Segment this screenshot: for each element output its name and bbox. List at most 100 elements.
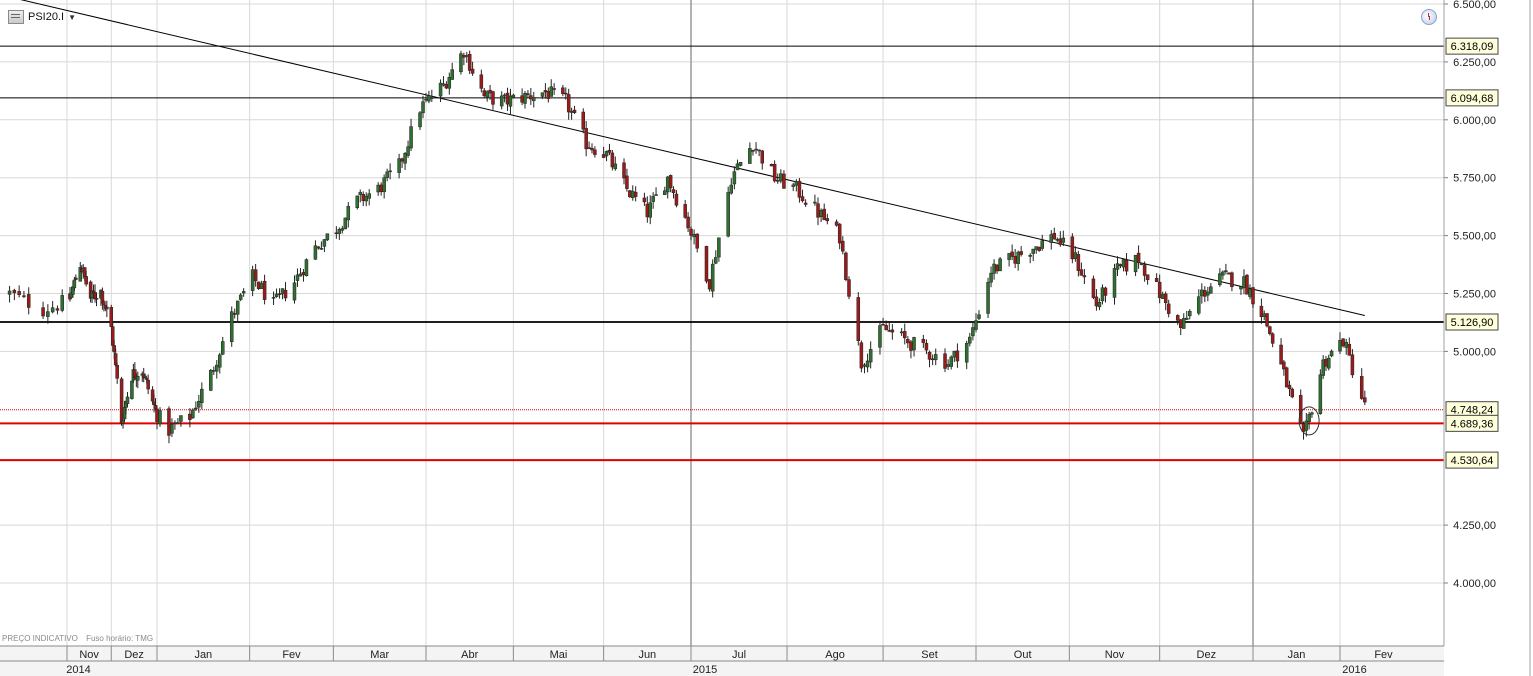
chart-settings-icon[interactable]	[8, 10, 24, 24]
candle	[191, 408, 195, 419]
candle	[732, 166, 737, 190]
month-label: Jun	[638, 649, 656, 661]
candle	[674, 190, 679, 208]
candle	[1321, 355, 1325, 379]
candle	[590, 143, 594, 154]
candle	[1157, 274, 1162, 304]
candle	[229, 306, 234, 347]
candle	[406, 140, 410, 158]
candle	[438, 79, 443, 103]
candle	[22, 290, 26, 299]
candle	[1209, 283, 1213, 294]
candle	[1175, 314, 1180, 325]
candle	[409, 118, 413, 152]
month-label: Fev	[282, 649, 301, 661]
candle	[215, 360, 219, 379]
candle	[523, 90, 527, 109]
candle	[971, 322, 975, 341]
candle	[1307, 411, 1311, 430]
candle	[319, 241, 324, 250]
candle	[1037, 246, 1041, 252]
candle	[584, 121, 588, 157]
candle	[1327, 354, 1331, 371]
candle	[633, 186, 638, 202]
candle	[668, 174, 673, 193]
candle	[113, 349, 118, 367]
candle	[572, 105, 577, 115]
candle	[346, 202, 351, 228]
candle	[430, 89, 434, 102]
candle	[683, 199, 687, 219]
candle	[179, 415, 183, 427]
candle	[1166, 299, 1171, 318]
candle	[1082, 268, 1087, 284]
candle	[989, 266, 993, 288]
month-label: Mar	[370, 649, 389, 661]
candle	[1070, 233, 1075, 264]
candle	[197, 394, 201, 413]
candle	[511, 93, 516, 99]
candle	[1142, 261, 1147, 282]
candle	[607, 143, 612, 156]
candle	[561, 84, 565, 97]
clock-icon[interactable]	[1421, 9, 1437, 25]
candle	[890, 324, 895, 340]
candle	[277, 288, 282, 299]
candle	[367, 189, 371, 206]
year-label: 2016	[1342, 664, 1366, 676]
candle	[421, 95, 425, 119]
candle	[1318, 369, 1323, 415]
candle	[403, 152, 407, 170]
candle	[358, 189, 362, 203]
candle	[1061, 230, 1066, 246]
candle	[822, 203, 826, 221]
candle	[316, 246, 321, 250]
candle	[754, 142, 758, 154]
candle	[1197, 289, 1201, 316]
candle	[146, 374, 150, 395]
candle	[837, 223, 842, 250]
price-note: PREÇO INDICATIVO	[2, 634, 78, 643]
level-label-box	[1445, 313, 1499, 331]
candle	[906, 336, 910, 349]
candle	[782, 170, 786, 189]
candle	[304, 258, 309, 277]
candle	[1230, 271, 1234, 292]
candle	[1094, 289, 1099, 311]
candle	[209, 369, 213, 392]
candle	[459, 50, 463, 75]
candle	[1284, 366, 1289, 388]
level-label-box	[1445, 37, 1499, 55]
candle	[235, 300, 240, 323]
annotation-circle[interactable]	[1298, 406, 1320, 436]
candle	[41, 301, 45, 319]
candle	[671, 186, 676, 199]
candle	[1251, 287, 1255, 308]
level-label: 5.126,90	[1451, 317, 1494, 329]
month-label: Ago	[825, 649, 845, 661]
candle	[470, 61, 475, 76]
candle	[283, 282, 288, 302]
candle	[714, 250, 718, 265]
candle	[986, 277, 990, 319]
month-label: Jan	[194, 649, 212, 661]
candle	[84, 271, 88, 287]
candle	[549, 79, 553, 97]
candle	[158, 407, 162, 427]
level-label-box	[1445, 89, 1499, 107]
candle	[881, 317, 885, 326]
candle	[1218, 268, 1222, 287]
candle	[74, 274, 78, 280]
candle	[26, 287, 31, 315]
candle	[1154, 273, 1159, 283]
candle	[564, 87, 568, 100]
candle	[1185, 310, 1189, 320]
candle	[651, 192, 655, 209]
candle	[1115, 256, 1120, 276]
candle	[803, 199, 808, 207]
dropdown-caret-icon[interactable]: ▼	[68, 12, 76, 22]
candle	[604, 150, 609, 162]
symbol-selector[interactable]: PSI20.I ▼	[8, 8, 76, 26]
candle	[955, 343, 960, 368]
